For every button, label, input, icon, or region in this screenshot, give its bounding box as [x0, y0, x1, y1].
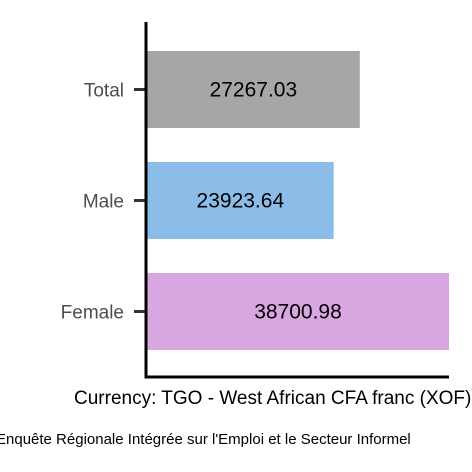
bar-male [147, 162, 334, 239]
x-axis-label: Currency: TGO - West African CFA franc (… [74, 388, 471, 409]
data-label-total: 27267.03 [210, 79, 298, 102]
bars [147, 51, 449, 350]
data-label-male: 23923.64 [197, 190, 285, 213]
y-tick-label-male: Male [83, 192, 124, 213]
y-tick-label-female: Female [61, 303, 124, 324]
y-tick-label-total: Total [84, 81, 124, 102]
bar-female [147, 273, 449, 350]
chart-caption: Enquête Régionale Intégrée sur l'Emploi … [0, 431, 411, 448]
bar-total [147, 51, 360, 128]
data-label-female: 38700.98 [254, 301, 342, 324]
y-axis-ticks: Total Male Female [61, 81, 145, 324]
data-labels: 27267.03 23923.64 38700.98 [197, 79, 342, 324]
